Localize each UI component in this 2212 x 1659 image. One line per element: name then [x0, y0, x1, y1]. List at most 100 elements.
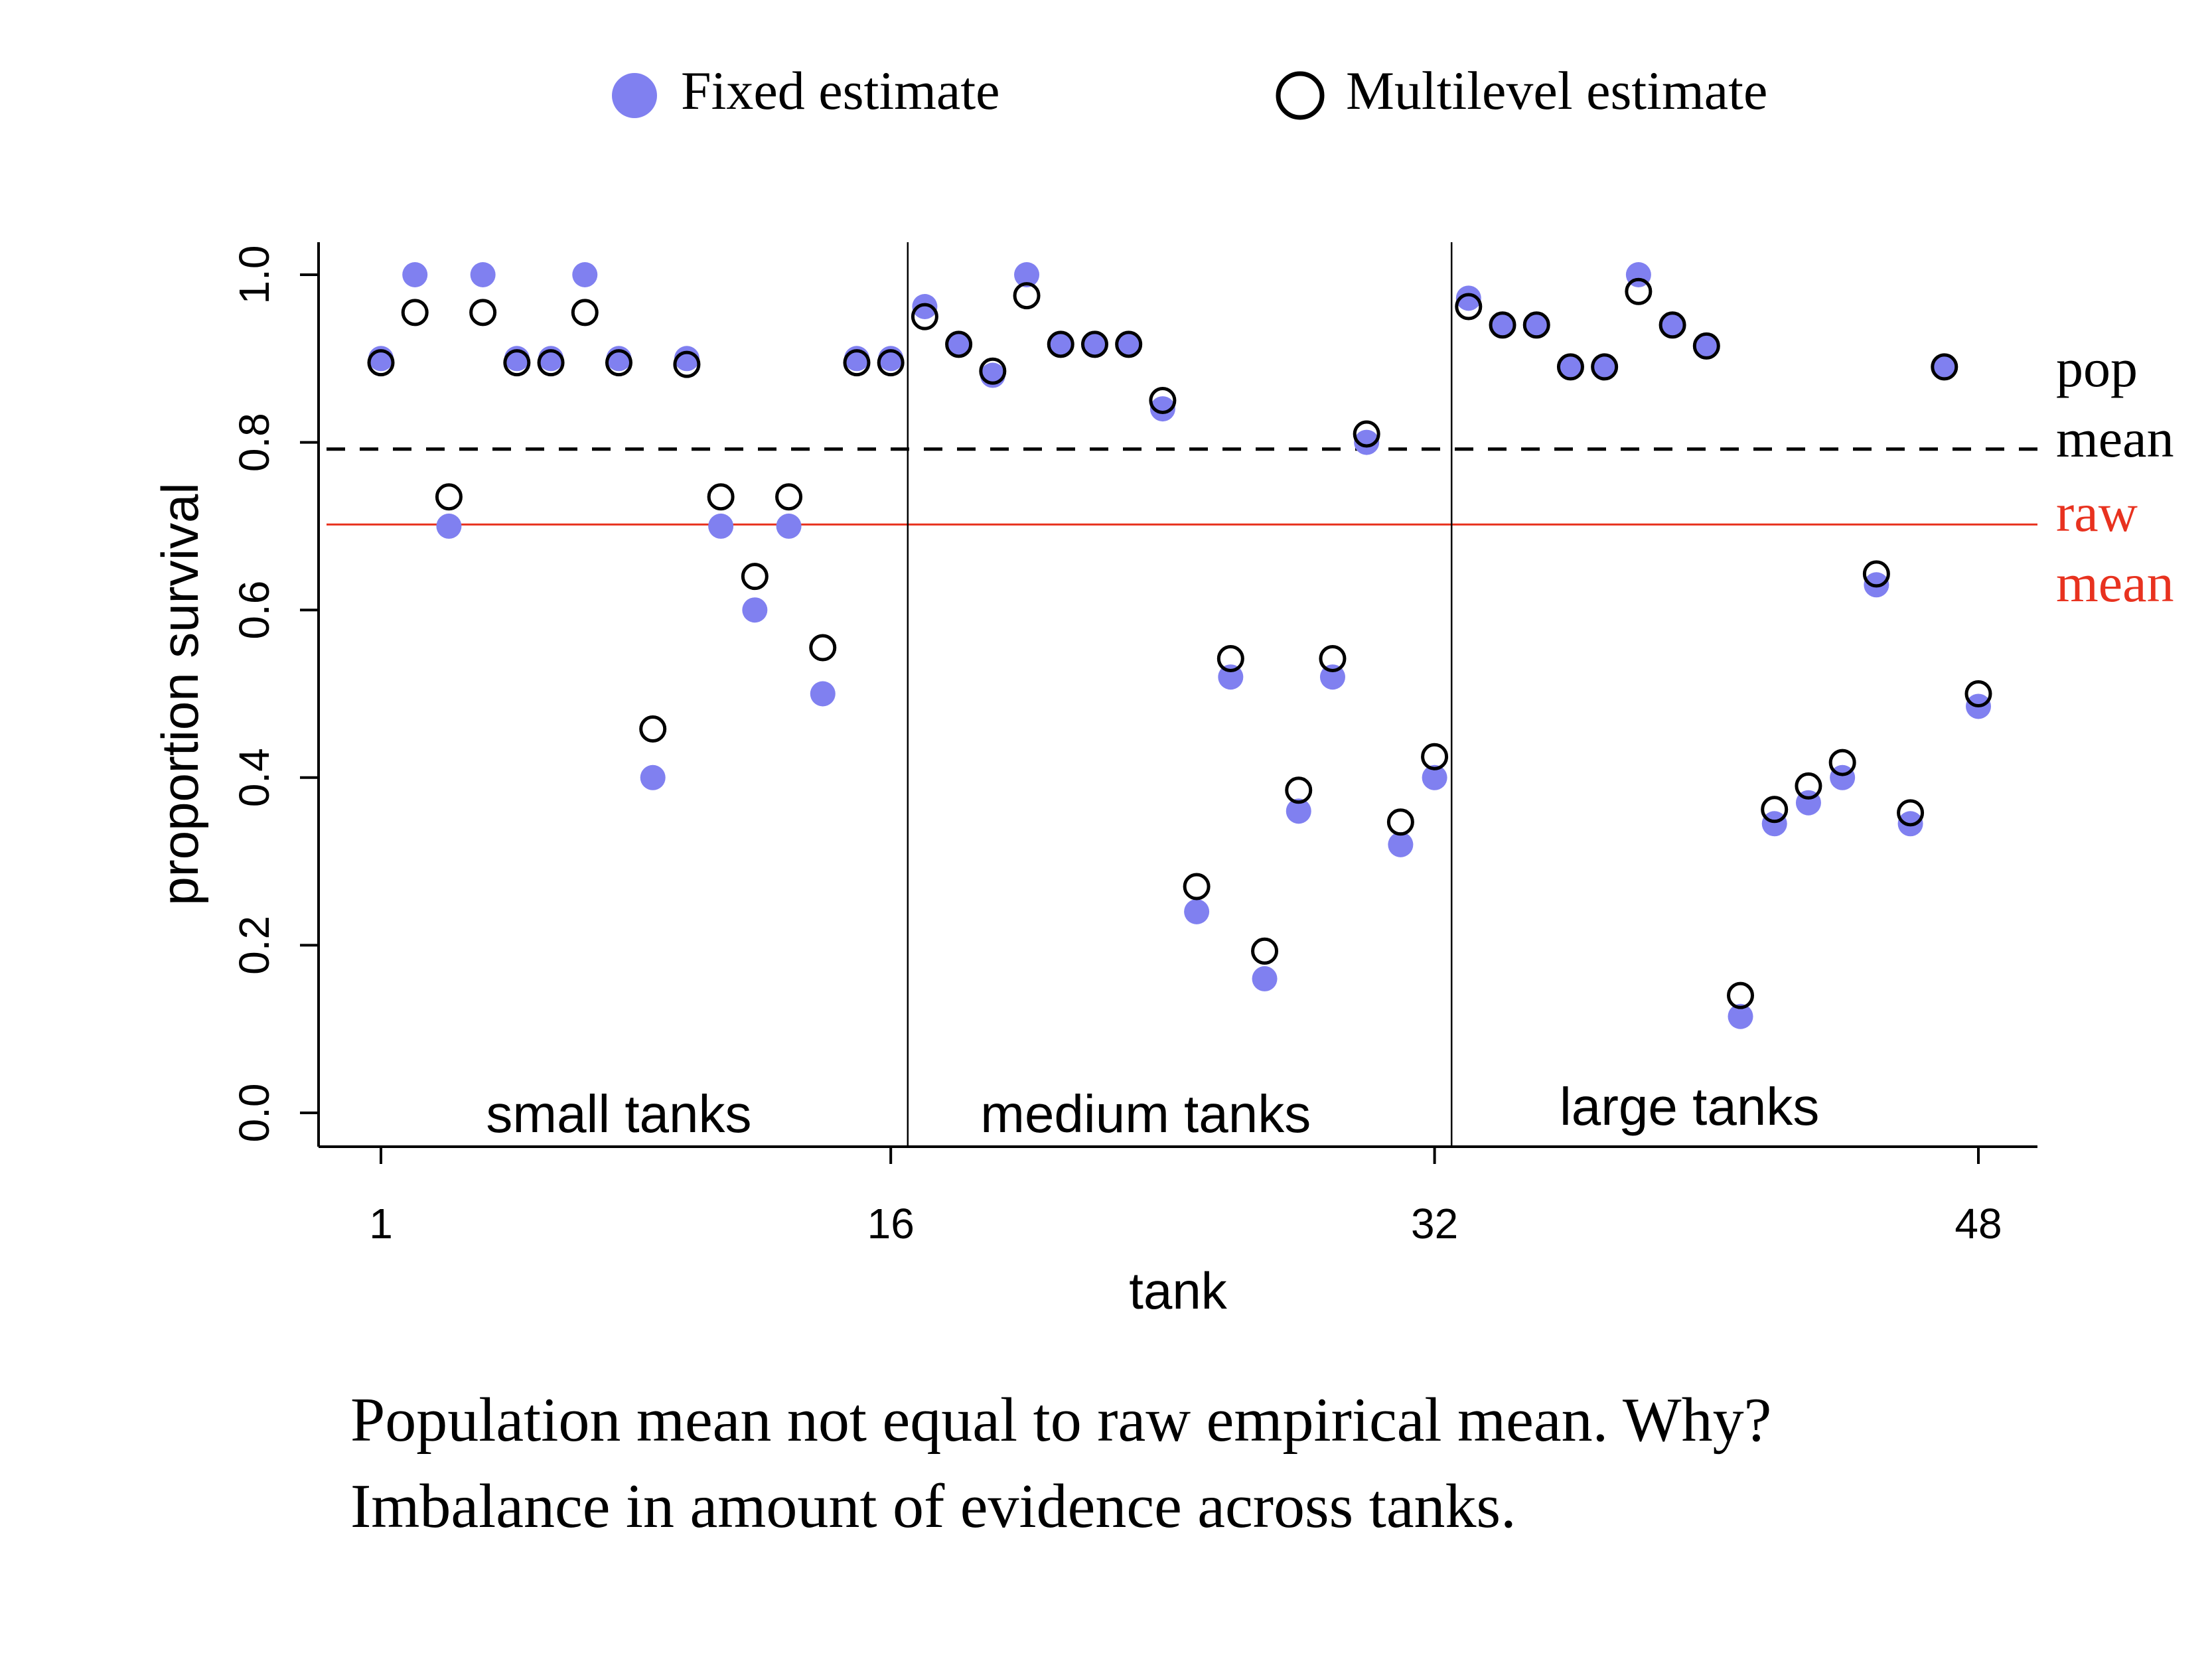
fixed-estimate-point [1014, 262, 1040, 287]
multilevel-estimate-point [1285, 776, 1313, 804]
group-label: small tanks [486, 1084, 751, 1143]
multilevel-estimate-point [1319, 644, 1347, 672]
tank-groups: small tanks medium tanks large tanks [486, 242, 1819, 1147]
multilevel-estimate-point [1047, 330, 1074, 358]
fixed-estimate-point [1319, 664, 1345, 690]
multilevel-estimate-point [1692, 332, 1720, 360]
fixed-estimate-point [470, 262, 496, 287]
multilevel-estimate-point [1828, 749, 1856, 776]
multilevel-estimate-point [1591, 353, 1619, 381]
fixed-estimate-point [912, 293, 938, 319]
pop-mean-label-2: mean [2056, 408, 2174, 469]
x-tick-label: 48 [1954, 1200, 2002, 1248]
fixed-estimate-point [1218, 664, 1244, 690]
fixed-estimate-point [1082, 331, 1108, 357]
y-tick-label: 0.0 [230, 1084, 278, 1143]
fixed-estimate-point [674, 346, 700, 372]
multilevel-estimate-point [809, 634, 837, 662]
multilevel-estimate-point [979, 357, 1007, 385]
fixed-estimate-point [742, 597, 768, 623]
multilevel-estimate-point [1149, 386, 1177, 414]
fixed-estimate-point [1761, 811, 1787, 837]
fixed-estimate-point [1286, 798, 1311, 824]
multilevel-estimate-point [605, 349, 632, 377]
fixed-estimate-point [1694, 333, 1720, 359]
fixed-estimate-point [1728, 1003, 1753, 1029]
multilevel-estimate-point [1115, 330, 1143, 358]
multilevel-estimate-point [1080, 330, 1108, 358]
fixed-estimate-point [1422, 764, 1447, 790]
fixed-estimate-point [1660, 312, 1686, 338]
multilevel-estimate-point [1931, 353, 1958, 381]
multilevel-estimate-point [741, 563, 769, 591]
multilevel-estimate-point [367, 349, 395, 377]
y-tick-label: 1.0 [230, 246, 278, 305]
multilevel-estimate-point [673, 350, 701, 378]
multilevel-estimate-point [1353, 420, 1380, 448]
x-tick-label: 32 [1411, 1200, 1458, 1248]
group-label: medium tanks [980, 1084, 1311, 1143]
multilevel-estimate-point [1183, 873, 1211, 901]
multilevel-estimate-point [1625, 277, 1653, 305]
multilevel-estimate-point [877, 349, 905, 377]
fixed-estimate-point [1455, 285, 1481, 311]
fixed-estimate-point [1252, 966, 1278, 991]
group-label: large tanks [1560, 1077, 1819, 1136]
y-tick-label: 0.4 [230, 748, 278, 807]
multilevel-estimate-point [1659, 311, 1686, 339]
fixed-estimate-point [1184, 899, 1210, 924]
fixed-estimate-point [1931, 354, 1957, 380]
multilevel-estimate-point [1556, 353, 1584, 381]
legend-multilevel-label: Multilevel estimate [1346, 60, 1767, 121]
multilevel-estimate-point [1386, 808, 1414, 836]
fixed-estimate-point [810, 681, 836, 707]
y-axis-title: proportion survival [151, 482, 209, 905]
caption-line-2: Imbalance in amount of evidence across t… [350, 1472, 1516, 1541]
multilevel-estimate-point [911, 303, 938, 330]
multilevel-estimate-point [469, 299, 497, 326]
fixed-estimate-point [708, 513, 734, 539]
multilevel-estimate-point [1862, 560, 1890, 588]
reference-lines: pop mean raw mean [327, 338, 2174, 613]
multilevel-estimate-point [843, 349, 871, 377]
fixed-estimate-point [402, 262, 428, 287]
multilevel-estimate-point [1251, 937, 1279, 965]
fixed-estimate-point [1048, 331, 1074, 357]
y-tick-label: 0.6 [230, 581, 278, 640]
fixed-estimate-point [1490, 312, 1516, 338]
multilevel-estimate-point [1761, 796, 1789, 824]
multilevel-estimate-point [1897, 799, 1925, 827]
multilevel-estimate-point [537, 349, 565, 377]
multilevel-estimate-point [775, 483, 803, 511]
legend-multilevel-marker [1276, 71, 1325, 120]
legend: Fixed estimate Multilevel estimate [612, 60, 1767, 121]
y-tick-label: 0.2 [230, 916, 278, 975]
x-tick-label: 1 [369, 1200, 393, 1248]
multilevel-estimate-point [571, 299, 599, 326]
multilevel-estimate-point [1489, 311, 1516, 339]
multilevel-estimate-series [367, 277, 1992, 1009]
pop-mean-label-1: pop [2056, 338, 2138, 398]
fixed-estimate-point [1116, 331, 1142, 357]
multilevel-estimate-point [1795, 772, 1822, 800]
fixed-estimate-series [368, 262, 1991, 1029]
y-tick-label: 0.8 [230, 413, 278, 472]
x-axis: 1 16 32 48 [369, 1147, 2002, 1248]
fixed-estimate-point [436, 513, 462, 539]
multilevel-estimate-point [401, 299, 429, 326]
multilevel-estimate-point [435, 483, 463, 511]
y-axis: 0.0 0.2 0.4 0.6 0.8 1.0 [230, 246, 319, 1143]
fixed-estimate-point [1524, 312, 1550, 338]
fixed-estimate-point [1388, 831, 1414, 857]
raw-mean-label-2: mean [2056, 553, 2174, 613]
multilevel-estimate-point [1964, 680, 1992, 707]
fixed-estimate-point [1149, 396, 1175, 422]
multilevel-estimate-point [503, 349, 531, 377]
multilevel-estimate-point [1013, 282, 1041, 310]
multilevel-estimate-point [639, 715, 667, 743]
multilevel-estimate-point [945, 330, 973, 358]
fixed-estimate-point [572, 262, 598, 287]
multilevel-estimate-point [1455, 293, 1483, 321]
legend-fixed-marker [612, 73, 657, 118]
